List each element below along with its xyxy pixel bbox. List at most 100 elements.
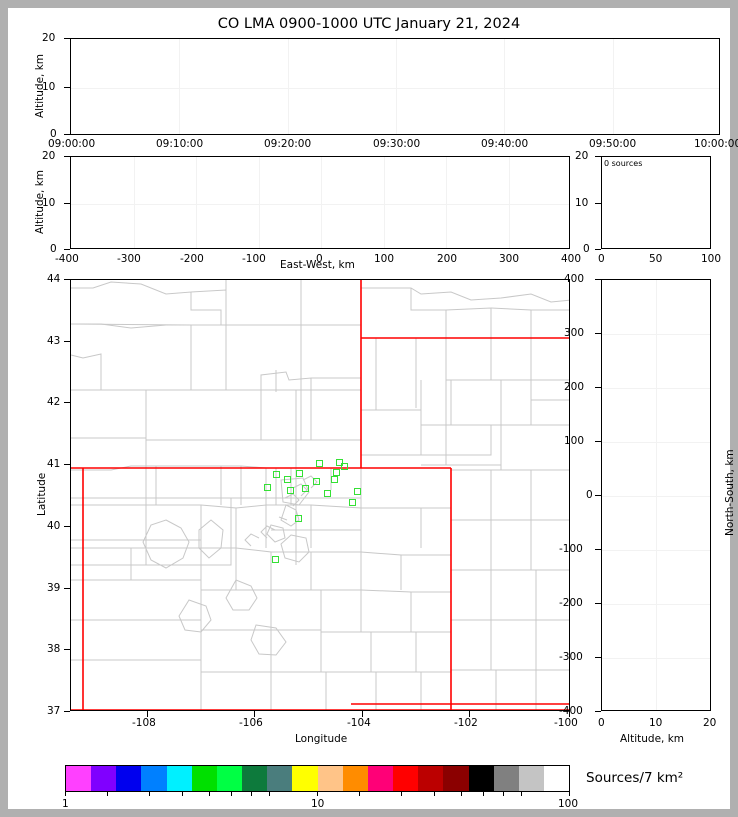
xtick-p2-1: -300 bbox=[117, 253, 141, 265]
ytick-p5-300: 300 bbox=[564, 327, 585, 339]
xtick-map-4: -100 bbox=[554, 717, 578, 729]
xtick-p3-100: 100 bbox=[701, 253, 722, 265]
ytick-p1-20: 20 bbox=[42, 32, 56, 44]
colorbar-segment-7 bbox=[242, 766, 268, 791]
xtick-map-3: -102 bbox=[454, 717, 478, 729]
panel-north-south-height[interactable] bbox=[601, 279, 711, 711]
xtick-p3-0: 0 bbox=[598, 253, 605, 265]
ytick-p5-100: 100 bbox=[564, 435, 585, 447]
xtick-p1-1: 09:10:00 bbox=[156, 138, 204, 150]
colorbar-segment-17 bbox=[493, 766, 519, 791]
colorbar-segment-0 bbox=[66, 766, 92, 791]
colorbar-segment-12 bbox=[367, 766, 394, 791]
xtick-p5-20: 20 bbox=[703, 717, 717, 729]
xtick-p2-6: 200 bbox=[437, 253, 458, 265]
lma-source-marker bbox=[264, 484, 271, 491]
ytick-p5-m400: -400 bbox=[559, 705, 583, 717]
ytick-map-39: 39 bbox=[47, 581, 61, 594]
axis-label-p1-y: Altitude, km bbox=[34, 53, 46, 118]
lma-source-marker bbox=[331, 476, 338, 483]
lma-source-marker bbox=[324, 490, 331, 497]
axis-label-map-x: Longitude bbox=[295, 733, 348, 745]
axis-label-p2-y: Altitude, km bbox=[34, 169, 46, 234]
lma-source-marker bbox=[313, 478, 320, 485]
colorbar-segment-6 bbox=[216, 766, 243, 791]
panel-altitude-histogram[interactable]: 0 sources bbox=[601, 156, 711, 249]
ytick-map-42: 42 bbox=[47, 396, 61, 409]
axis-label-p2-x: East-West, km bbox=[280, 259, 355, 271]
colorbar-segment-1 bbox=[91, 766, 117, 791]
lma-source-marker bbox=[354, 488, 361, 495]
ytick-p2-20: 20 bbox=[42, 150, 56, 162]
xtick-p5-10: 10 bbox=[649, 717, 663, 729]
xtick-p2-8: 400 bbox=[561, 253, 582, 265]
lma-source-marker bbox=[272, 556, 279, 563]
xtick-p1-6: 10:00:00 bbox=[694, 138, 738, 150]
lma-source-marker bbox=[295, 515, 302, 522]
colorbar-segment-5 bbox=[191, 766, 217, 791]
panel-plan-view-map[interactable] bbox=[70, 279, 570, 711]
ytick-map-38: 38 bbox=[47, 643, 61, 656]
colorbar-segment-13 bbox=[393, 766, 419, 791]
xtick-map-0: -108 bbox=[132, 717, 156, 729]
axis-label-map-y: Latitude bbox=[36, 472, 48, 516]
xtick-map-1: -106 bbox=[239, 717, 263, 729]
ytick-p2-10: 10 bbox=[42, 196, 56, 209]
xtick-p1-3: 09:30:00 bbox=[373, 138, 421, 150]
colorbar-segment-3 bbox=[141, 766, 167, 791]
xtick-p2-4: 0 bbox=[316, 253, 323, 265]
ytick-p5-m300: -300 bbox=[559, 651, 583, 663]
colorbar[interactable] bbox=[65, 765, 570, 792]
panel-time-height[interactable] bbox=[70, 38, 720, 135]
colorbar-tick-10: 10 bbox=[311, 798, 325, 810]
colorbar-segment-10 bbox=[317, 766, 343, 791]
colorbar-segment-8 bbox=[267, 766, 293, 791]
axis-label-p5-x: Altitude, km bbox=[620, 733, 685, 745]
colorbar-segment-11 bbox=[342, 766, 368, 791]
ytick-p3-0: 0 bbox=[583, 243, 590, 255]
xtick-p2-3: -100 bbox=[242, 253, 266, 265]
map-boundaries bbox=[71, 280, 569, 710]
colorbar-segment-15 bbox=[443, 766, 469, 791]
colorbar-segment-16 bbox=[468, 766, 494, 791]
ytick-map-43: 43 bbox=[47, 334, 61, 347]
ytick-p5-0: 0 bbox=[586, 489, 593, 501]
colorbar-segment-2 bbox=[116, 766, 142, 791]
colorbar-label: Sources/7 km² bbox=[586, 770, 684, 786]
ytick-p5-400: 400 bbox=[564, 273, 585, 285]
ytick-p3-20: 20 bbox=[575, 150, 589, 162]
ytick-p5-200: 200 bbox=[564, 381, 585, 393]
xtick-p2-7: 300 bbox=[499, 253, 520, 265]
xtick-map-2: -104 bbox=[347, 717, 371, 729]
xtick-p1-0: 09:00:00 bbox=[48, 138, 96, 150]
xtick-p1-2: 09:20:00 bbox=[264, 138, 312, 150]
ytick-p2-0: 0 bbox=[50, 243, 57, 255]
colorbar-segment-9 bbox=[292, 766, 318, 791]
lma-source-marker bbox=[273, 471, 280, 478]
lma-source-marker bbox=[316, 460, 323, 467]
xtick-p2-0: -400 bbox=[55, 253, 79, 265]
ytick-p5-m200: -200 bbox=[559, 597, 583, 609]
lma-source-marker bbox=[287, 487, 294, 494]
colorbar-segment-18 bbox=[518, 766, 544, 791]
xtick-p5-0: 0 bbox=[598, 717, 605, 729]
ytick-p1-10: 10 bbox=[42, 80, 56, 93]
xtick-p1-5: 09:50:00 bbox=[589, 138, 637, 150]
lma-source-marker bbox=[284, 476, 291, 483]
lma-source-marker bbox=[333, 469, 340, 476]
axis-label-p5-y: North-South, km bbox=[724, 449, 736, 536]
xtick-p1-4: 09:40:00 bbox=[481, 138, 529, 150]
ytick-p5-m100: -100 bbox=[559, 543, 583, 555]
colorbar-segment-4 bbox=[166, 766, 192, 791]
ytick-map-40: 40 bbox=[47, 519, 61, 532]
colorbar-segment-14 bbox=[418, 766, 444, 791]
panel-east-west-height[interactable] bbox=[70, 156, 570, 249]
lma-source-marker bbox=[336, 459, 343, 466]
colorbar-segment-19 bbox=[543, 766, 569, 791]
lma-source-marker bbox=[302, 485, 309, 492]
ytick-map-41: 41 bbox=[47, 458, 61, 471]
ytick-map-44: 44 bbox=[47, 273, 61, 285]
lma-source-marker bbox=[349, 499, 356, 506]
source-count-annotation: 0 sources bbox=[604, 159, 643, 168]
page-title: CO LMA 0900-1000 UTC January 21, 2024 bbox=[217, 16, 521, 32]
